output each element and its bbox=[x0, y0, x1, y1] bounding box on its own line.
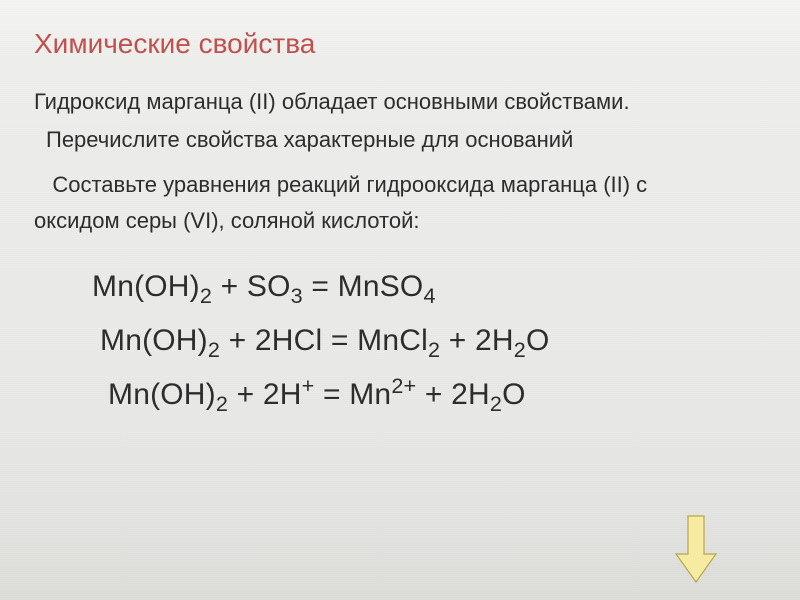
paragraph-3-line1: Составьте уравнения реакций гидрооксида … bbox=[34, 171, 766, 199]
subscript: 2 bbox=[514, 337, 526, 362]
arrow-path bbox=[676, 516, 716, 582]
equation-1: Mn(OH)2 + SO3 = MnSO4 bbox=[92, 270, 766, 304]
paragraph-3-line2: оксидом серы (VI), соляной кислотой: bbox=[34, 207, 766, 235]
subscript: 2 bbox=[490, 391, 502, 416]
equation-block: Mn(OH)2 + SO3 = MnSO4 Mn(OH)2 + 2HCl = M… bbox=[34, 270, 766, 412]
paragraph-2: Перечислите свойства характерные для осн… bbox=[34, 126, 766, 154]
paragraph-1: Гидроксид марганца (II) обладает основны… bbox=[34, 88, 766, 116]
subscript: 2 bbox=[428, 337, 440, 362]
superscript: 2+ bbox=[391, 373, 416, 398]
subscript: 2 bbox=[216, 391, 228, 416]
equation-2: Mn(OH)2 + 2HCl = MnCl2 + 2H2O bbox=[92, 324, 766, 358]
subscript: 4 bbox=[423, 283, 435, 308]
page-title: Химические свойства bbox=[34, 28, 766, 60]
subscript: 2 bbox=[200, 283, 212, 308]
down-arrow-icon bbox=[674, 514, 718, 584]
equation-3: Mn(OH)2 + 2H+ = Mn2+ + 2H2O bbox=[92, 378, 766, 412]
subscript: 3 bbox=[291, 283, 303, 308]
superscript: + bbox=[302, 373, 315, 398]
subscript: 2 bbox=[208, 337, 220, 362]
